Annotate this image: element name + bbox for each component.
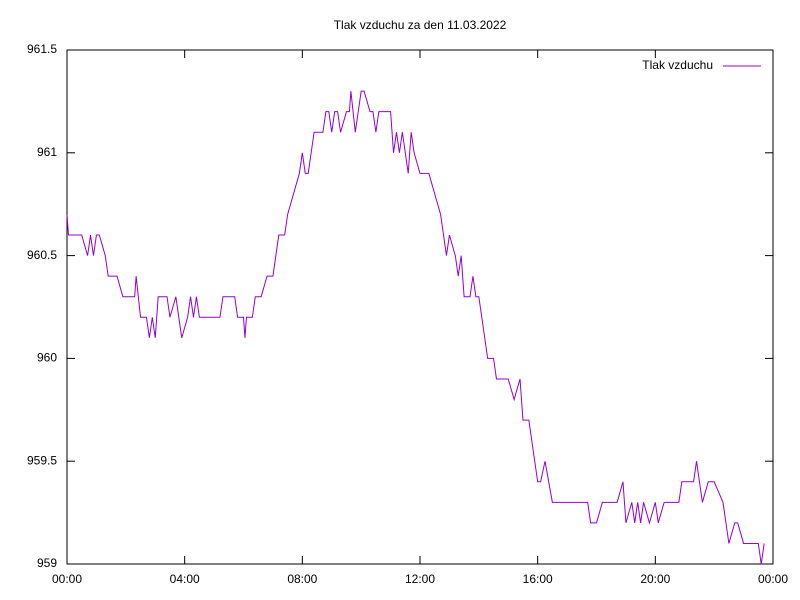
x-tick-label: 00:00: [758, 572, 788, 586]
chart-title: Tlak vzduchu za den 11.03.2022: [334, 18, 507, 32]
x-tick-label: 00:00: [52, 572, 82, 586]
data-line: [66, 90, 765, 565]
y-tick-label: 959: [37, 556, 57, 570]
y-tick-label: 960.5: [27, 248, 57, 262]
legend-label: Tlak vzduchu: [642, 58, 713, 72]
x-tick-label: 08:00: [287, 572, 317, 586]
x-tick-label: 16:00: [523, 572, 553, 586]
y-tick-label: 961: [37, 145, 57, 159]
y-tick-label: 960: [37, 351, 57, 365]
x-tick-label: 20:00: [640, 572, 670, 586]
x-tick-label: 04:00: [170, 572, 200, 586]
y-tick-label: 959.5: [27, 453, 57, 467]
x-tick-label: 12:00: [405, 572, 435, 586]
y-tick-label: 961.5: [27, 42, 57, 56]
